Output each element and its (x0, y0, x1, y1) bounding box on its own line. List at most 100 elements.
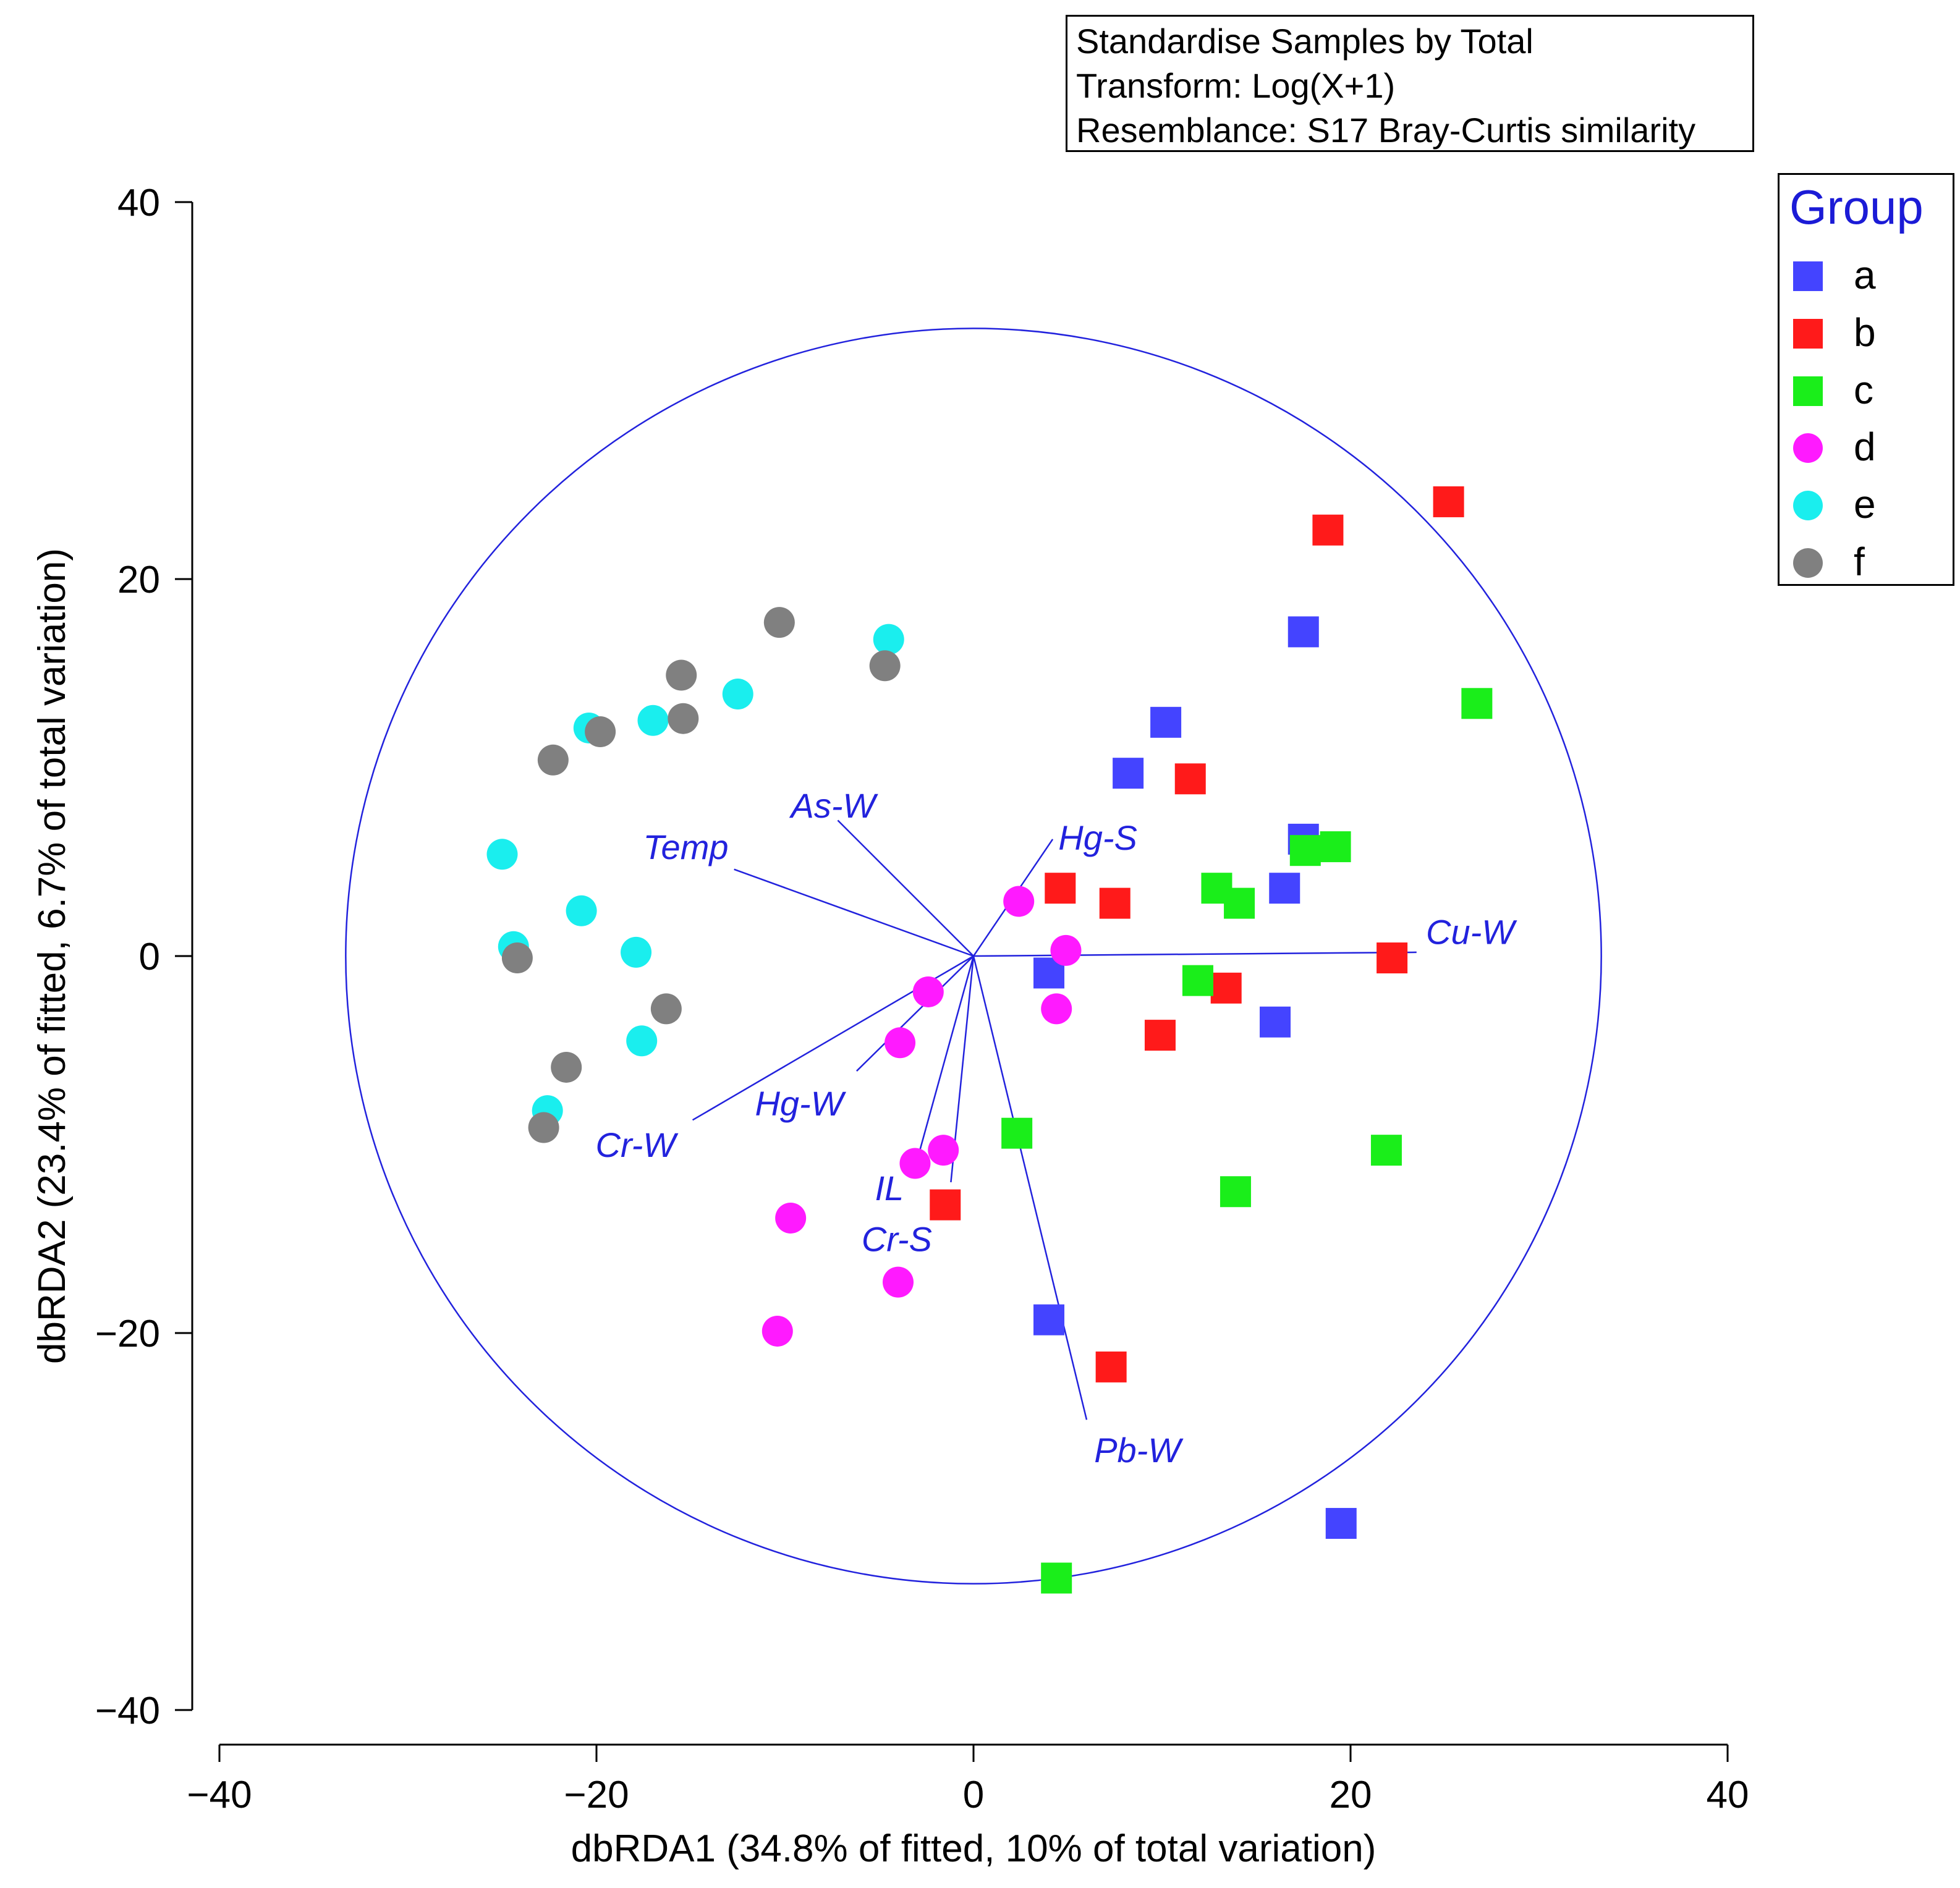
info-line-resemblance: Resemblance: S17 Bray-Curtis similarity (1076, 111, 1696, 150)
point-group-e (621, 936, 652, 968)
point-group-d (883, 1266, 914, 1298)
point-group-e (722, 679, 753, 710)
point-group-c (1370, 1135, 1402, 1166)
y-tick-label: 0 (139, 936, 160, 978)
point-group-b (1095, 1351, 1127, 1382)
point-group-f (650, 993, 682, 1025)
point-group-e (637, 705, 669, 736)
point-group-f (763, 607, 795, 638)
x-tick-label: −20 (564, 1774, 629, 1816)
point-group-c (1220, 1176, 1251, 1208)
point-group-a (1269, 873, 1300, 904)
point-group-f (666, 659, 697, 691)
vector-label-cu-w: Cu-W (1426, 912, 1517, 951)
point-group-b (1377, 942, 1408, 974)
point-group-a (1260, 1006, 1291, 1038)
vector-label-cr-s: Cr-S (862, 1220, 932, 1259)
legend-marker-b (1793, 319, 1823, 349)
point-group-e (873, 624, 904, 655)
point-group-f (551, 1051, 582, 1083)
point-group-b (1144, 1020, 1176, 1051)
legend-marker-d (1793, 433, 1823, 463)
point-group-e (486, 839, 518, 870)
analysis-info-box: Standardise Samples by Total Transform: … (1066, 15, 1754, 152)
y-axis-title: dbRDA2 (23.4% of fitted, 6.7% of total v… (31, 548, 74, 1364)
point-group-d (762, 1315, 793, 1347)
legend-title: Group (1789, 180, 1924, 234)
vector-line-pb-w (972, 955, 1088, 1420)
point-group-f (537, 744, 569, 776)
legend-marker-f (1793, 548, 1823, 578)
legend-marker-a (1793, 261, 1823, 291)
point-group-a (1113, 758, 1144, 789)
point-group-b (1312, 514, 1344, 546)
legend-label-c: c (1854, 368, 1873, 412)
point-group-f (869, 650, 901, 682)
legend-label-e: e (1854, 482, 1876, 527)
point-group-c (1224, 887, 1255, 919)
point-group-b (1174, 763, 1206, 795)
vector-label-il: IL (875, 1169, 904, 1208)
point-group-d (899, 1148, 931, 1179)
info-line-transform: Transform: Log(X+1) (1076, 66, 1396, 105)
vector-line-as-w (837, 819, 974, 957)
point-group-e (566, 895, 597, 926)
point-group-d (775, 1202, 807, 1234)
labels-layer: As-W Temp Hg-S Cu-W Hg-W Cr-W IL Cr-S Pb-W (596, 786, 1518, 1470)
vector-line-temp (734, 868, 974, 957)
vector-layer (692, 819, 1417, 1420)
y-tick-label: −40 (95, 1690, 160, 1732)
x-tick-label: 40 (1707, 1774, 1749, 1816)
point-group-e (626, 1025, 658, 1057)
points-layer (486, 486, 1493, 1594)
y-tick-label: 40 (117, 182, 160, 224)
x-axis-title: dbRDA1 (34.8% of fitted, 10% of total va… (571, 1827, 1377, 1870)
point-group-a (1033, 1304, 1064, 1336)
point-group-b (930, 1189, 961, 1221)
point-group-b (1433, 486, 1464, 517)
legend-label-f: f (1854, 540, 1865, 584)
axes-layer: −40 −20 0 20 40 dbRDA1 (34.8% of fitted, 10% … (31, 182, 1749, 1870)
vector-line-hg-w (856, 955, 974, 1072)
point-group-d (928, 1135, 959, 1166)
point-group-d (885, 1027, 916, 1059)
point-group-f (668, 703, 699, 734)
vector-label-hg-w: Hg-W (755, 1084, 846, 1123)
legend-label-a: a (1854, 253, 1876, 297)
vector-line-il (918, 955, 975, 1154)
legend: Group a b c d e f (1778, 173, 1954, 586)
point-group-c (1182, 965, 1213, 996)
vector-label-cr-w: Cr-W (596, 1125, 679, 1164)
info-line-standardise: Standardise Samples by Total (1076, 22, 1534, 61)
x-tick-label: −40 (187, 1774, 252, 1816)
point-group-c (1289, 835, 1321, 866)
point-group-b (1210, 972, 1242, 1004)
point-group-a (1325, 1508, 1357, 1539)
point-group-b (1045, 873, 1076, 904)
vector-label-temp: Temp (643, 828, 728, 866)
vector-label-hg-s: Hg-S (1058, 818, 1137, 857)
point-group-c (1461, 688, 1493, 719)
point-group-c (1001, 1117, 1033, 1149)
point-group-f (585, 716, 616, 748)
legend-marker-c (1793, 376, 1823, 406)
point-group-d (1041, 993, 1072, 1025)
point-group-a (1288, 616, 1319, 648)
point-group-a (1150, 706, 1182, 738)
x-tick-label: 0 (963, 1774, 984, 1816)
x-tick-label: 20 (1330, 1774, 1372, 1816)
point-group-d (912, 976, 944, 1007)
vector-label-as-w: As-W (789, 786, 879, 825)
legend-label-b: b (1854, 310, 1876, 355)
point-group-c (1041, 1562, 1072, 1594)
point-group-f (501, 942, 533, 974)
point-group-c (1320, 831, 1351, 863)
correlation-circle-layer (345, 328, 1602, 1585)
y-tick-label: −20 (95, 1313, 160, 1355)
correlation-circle (345, 328, 1602, 1585)
vector-line-cu-w (973, 951, 1417, 957)
point-group-f (528, 1112, 559, 1143)
point-group-b (1099, 887, 1131, 919)
point-group-d (1050, 934, 1082, 966)
